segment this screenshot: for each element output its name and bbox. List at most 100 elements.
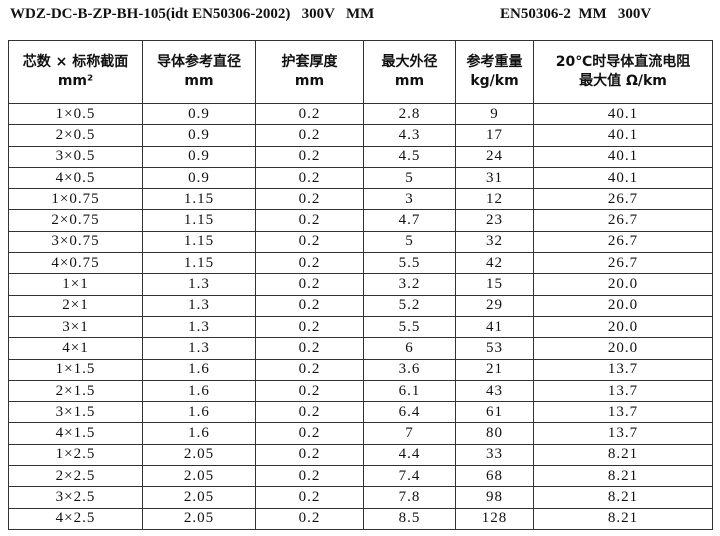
table-cell: 42 — [455, 252, 534, 275]
table-cell: 13.7 — [533, 358, 713, 381]
table-row: 3×2.5 2.05 0.2 7.8 98 8.21 — [8, 486, 713, 509]
table-cell: 80 — [455, 422, 534, 445]
table-cell: 1×1.5 — [8, 358, 143, 381]
header-line: 最大值 Ω/km — [579, 73, 667, 89]
table-cell: 1×0.5 — [8, 102, 143, 126]
table-cell: 1.15 — [142, 188, 256, 211]
table-cell: 3×2.5 — [8, 486, 143, 509]
table-cell: 24 — [455, 145, 534, 168]
table-cell: 1×0.75 — [8, 188, 143, 211]
table-cell: 6.1 — [363, 379, 456, 403]
table-cell: 7 — [363, 422, 456, 445]
table-cell: 17 — [455, 124, 534, 147]
table-cell: 5.5 — [363, 252, 456, 275]
table-cell: 53 — [455, 337, 534, 360]
table-cell: 1.6 — [142, 422, 256, 445]
table-cell: 20.0 — [533, 337, 713, 360]
header-row: 芯数 × 标称截面 mm² 导体参考直径 mm 护套厚度 mm 最大外径 mm 参考重量 kg/k… — [8, 40, 713, 104]
table-cell: 33 — [455, 443, 534, 467]
table-cell: 5.2 — [363, 294, 456, 317]
table-cell: 0.2 — [255, 315, 364, 339]
table-cell: 3.6 — [363, 358, 456, 381]
table-cell: 23 — [455, 209, 534, 232]
table-cell: 7.8 — [363, 486, 456, 509]
table-row: 1×0.75 1.15 0.2 3 12 26.7 — [8, 188, 713, 211]
table-cell: 8.21 — [533, 486, 713, 509]
header-line: mm — [294, 73, 325, 89]
table-row: 2×0.5 0.9 0.2 4.3 17 40.1 — [8, 124, 713, 147]
table-cell: 41 — [455, 315, 534, 339]
table-row: 3×0.75 1.15 0.2 5 32 26.7 — [8, 230, 713, 254]
table-cell: 4×1.5 — [8, 422, 143, 445]
table-cell: 3.2 — [363, 273, 456, 296]
table-cell: 0.9 — [142, 145, 256, 168]
table-cell: 26.7 — [533, 252, 713, 275]
table-cell: 7.4 — [363, 465, 456, 488]
table-cell: 1.6 — [142, 358, 256, 381]
table-cell: 9 — [455, 102, 534, 126]
table-cell: 1.6 — [142, 379, 256, 403]
table-cell: 2×1.5 — [8, 379, 143, 403]
table-cell: 20.0 — [533, 294, 713, 317]
column-header: 参考重量 kg/km — [455, 40, 534, 104]
table-cell: 4×1 — [8, 337, 143, 360]
header-line: mm — [184, 73, 214, 89]
table-cell: 40.1 — [533, 145, 713, 168]
table-row: 1×2.5 2.05 0.2 4.4 33 8.21 — [8, 443, 713, 467]
table-cell: 1×1 — [8, 273, 143, 296]
table-cell: 2.05 — [142, 486, 256, 509]
table-cell: 13.7 — [533, 422, 713, 445]
table-cell: 29 — [455, 294, 534, 317]
table-cell: 4×2.5 — [8, 507, 143, 530]
table-cell: 0.2 — [255, 145, 364, 168]
table-cell: 0.2 — [255, 507, 364, 530]
table-cell: 12 — [455, 188, 534, 211]
table-row: 4×0.75 1.15 0.2 5.5 42 26.7 — [8, 252, 713, 275]
table-cell: 0.2 — [255, 124, 364, 147]
table-row: 2×0.75 1.15 0.2 4.7 23 26.7 — [8, 209, 713, 232]
header-line: mm — [394, 73, 425, 89]
table-cell: 0.2 — [255, 337, 364, 360]
table-cell: 0.2 — [255, 252, 364, 275]
table-row: 2×1 1.3 0.2 5.2 29 20.0 — [8, 294, 713, 317]
table-cell: 26.7 — [533, 209, 713, 232]
table-cell: 0.2 — [255, 358, 364, 381]
header-right: EN50306-2 MM 300V — [500, 6, 652, 22]
table-cell: 0.2 — [255, 486, 364, 509]
table-cell: 4.5 — [363, 145, 456, 168]
header-line: kg/km — [470, 73, 519, 89]
table-cell: 2×1 — [8, 294, 143, 317]
table-cell: 8.5 — [363, 507, 456, 530]
column-header: 最大外径 mm — [363, 40, 456, 104]
table-row: 4×2.5 2.05 0.2 8.5 128 8.21 — [8, 507, 713, 530]
table-cell: 3×1.5 — [8, 401, 143, 424]
table-cell: 20.0 — [533, 273, 713, 296]
table-cell: 4.4 — [363, 443, 456, 467]
table-cell: 0.2 — [255, 401, 364, 424]
table-cell: 2×0.75 — [8, 209, 143, 232]
table-cell: 8.21 — [533, 465, 713, 488]
table-cell: 6.4 — [363, 401, 456, 424]
table-cell: 61 — [455, 401, 534, 424]
header-line: 最大外径 — [381, 54, 438, 70]
table-cell: 1.6 — [142, 401, 256, 424]
table-cell: 4.3 — [363, 124, 456, 147]
table-cell: 0.9 — [142, 124, 256, 147]
table-cell: 40.1 — [533, 166, 713, 190]
table-cell: 0.2 — [255, 230, 364, 254]
column-header: 导体参考直径 mm — [142, 40, 256, 104]
table-cell: 4×0.75 — [8, 252, 143, 275]
table-cell: 2.05 — [142, 465, 256, 488]
table-cell: 3×1 — [8, 315, 143, 339]
table-cell: 4×0.5 — [8, 166, 143, 190]
table-cell: 3×0.5 — [8, 145, 143, 168]
table-row: 3×1 1.3 0.2 5.5 41 20.0 — [8, 315, 713, 339]
table-cell: 3×0.75 — [8, 230, 143, 254]
table-cell: 0.2 — [255, 273, 364, 296]
table-cell: 0.9 — [142, 102, 256, 126]
table-cell: 5.5 — [363, 315, 456, 339]
table-cell: 1.15 — [142, 252, 256, 275]
table-cell: 1.15 — [142, 209, 256, 232]
table-cell: 26.7 — [533, 188, 713, 211]
table-row: 4×1.5 1.6 0.2 7 80 13.7 — [8, 422, 713, 445]
